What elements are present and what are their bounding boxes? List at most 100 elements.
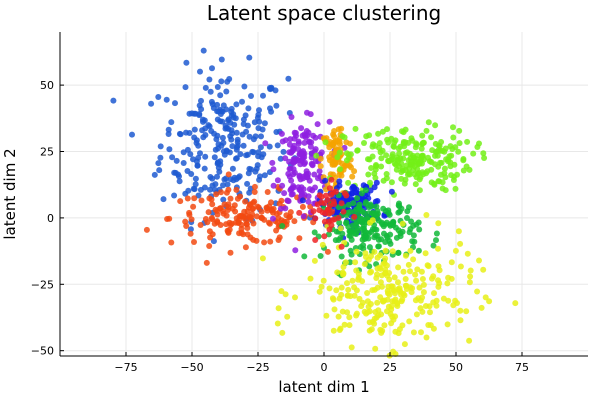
data-point — [325, 231, 332, 238]
data-point — [320, 277, 327, 284]
data-point — [298, 157, 305, 164]
data-point — [242, 244, 249, 251]
data-point — [224, 181, 231, 188]
data-point — [270, 215, 276, 222]
data-point — [256, 107, 262, 114]
data-point — [374, 198, 381, 204]
data-point — [295, 140, 302, 147]
data-point — [166, 146, 173, 153]
data-point — [367, 219, 373, 226]
data-point — [308, 150, 315, 157]
data-point — [464, 250, 471, 257]
data-point — [329, 160, 336, 167]
data-point — [406, 165, 413, 172]
data-point — [343, 139, 350, 146]
data-point — [395, 264, 402, 271]
data-point — [397, 230, 404, 237]
data-point — [415, 247, 422, 254]
data-point — [395, 209, 402, 216]
data-point — [358, 190, 365, 197]
data-point — [217, 92, 224, 99]
data-point — [197, 68, 203, 75]
data-point — [209, 175, 216, 182]
data-point — [395, 279, 401, 286]
data-point — [212, 206, 219, 213]
data-point — [338, 125, 345, 132]
data-point — [467, 273, 474, 280]
data-point — [261, 216, 268, 223]
data-point — [176, 178, 183, 185]
data-point — [348, 251, 355, 258]
data-point — [392, 224, 399, 231]
data-point — [207, 88, 214, 95]
data-point — [362, 250, 369, 257]
data-point — [321, 218, 328, 225]
data-point — [322, 177, 329, 184]
data-point — [318, 283, 325, 290]
data-point — [188, 110, 195, 117]
data-point — [258, 133, 264, 140]
data-point — [373, 179, 380, 186]
data-point — [435, 277, 441, 284]
data-point — [445, 274, 452, 281]
data-point — [214, 101, 221, 108]
data-points — [110, 47, 519, 359]
data-point — [355, 276, 362, 283]
data-point — [310, 132, 317, 139]
data-point — [449, 146, 456, 152]
data-point — [201, 117, 208, 124]
data-point — [298, 125, 305, 132]
data-point — [332, 188, 339, 195]
data-point — [431, 290, 437, 297]
data-point — [441, 148, 448, 155]
data-point — [260, 151, 267, 158]
data-point — [254, 162, 261, 169]
data-point — [292, 294, 298, 301]
data-point — [233, 129, 240, 136]
data-point — [251, 183, 258, 190]
data-point — [408, 158, 415, 165]
data-point — [261, 239, 268, 246]
data-point — [402, 252, 409, 259]
data-point — [416, 159, 423, 166]
data-point — [226, 76, 233, 82]
data-point — [316, 288, 323, 295]
data-point — [383, 171, 390, 177]
data-point — [183, 59, 190, 66]
data-point — [156, 167, 163, 174]
data-point — [214, 108, 221, 115]
data-point — [307, 275, 314, 282]
data-point — [336, 182, 343, 189]
data-point — [257, 173, 263, 180]
data-point — [480, 266, 487, 273]
data-point — [470, 150, 477, 157]
data-point — [385, 283, 392, 290]
data-point — [406, 318, 413, 325]
data-point — [460, 157, 467, 164]
data-point — [245, 105, 252, 112]
data-point — [353, 248, 360, 255]
data-point — [290, 171, 297, 178]
data-point — [407, 268, 413, 275]
data-point — [452, 185, 459, 192]
data-point — [359, 236, 366, 243]
data-point — [173, 157, 180, 164]
data-point — [196, 112, 203, 119]
data-point — [413, 311, 420, 318]
data-point — [252, 133, 259, 140]
data-point — [352, 221, 359, 228]
data-point — [246, 54, 253, 61]
y-tick-label: −25 — [31, 278, 54, 291]
data-point — [200, 47, 207, 54]
data-point — [397, 143, 404, 150]
data-point — [444, 280, 451, 287]
data-point — [352, 259, 359, 266]
data-point — [404, 215, 410, 221]
data-point — [197, 186, 204, 193]
y-tick-label: 0 — [47, 212, 54, 225]
data-point — [466, 337, 473, 344]
data-point — [375, 130, 382, 137]
data-point — [279, 223, 286, 229]
data-point — [208, 128, 215, 134]
data-point — [351, 213, 358, 220]
